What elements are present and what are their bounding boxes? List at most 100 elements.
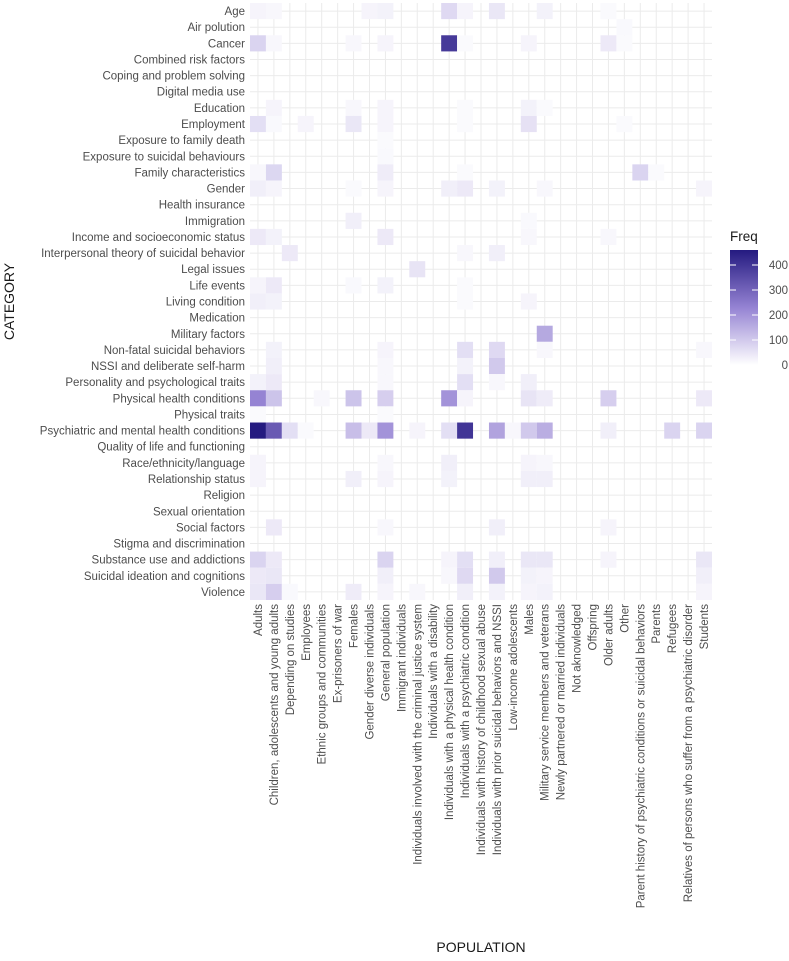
y-tick-air-polution: Air polution — [187, 22, 245, 34]
heatmap-cell — [265, 422, 282, 439]
y-tick-relationship-status: Relationship status — [148, 474, 245, 486]
heatmap-cell — [520, 35, 537, 52]
heatmap-cell — [345, 470, 362, 488]
heatmap-cell — [377, 3, 394, 20]
x-tick-other: Other — [619, 604, 631, 633]
heatmap-cell — [536, 341, 553, 358]
heatmap-cell — [377, 374, 394, 391]
x-axis-tick-labels: Adults Children, adolescents and young ad… — [253, 604, 711, 909]
heatmap-cell — [696, 583, 712, 600]
heatmap-cell — [265, 115, 282, 133]
y-tick-military-factors: Military factors — [171, 329, 245, 341]
x-tick-immigrant-individuals: Immigrant individuals — [396, 604, 408, 712]
heatmap-cell — [520, 422, 537, 439]
heatmap-cell — [520, 212, 537, 229]
y-tick-income-and-socioeconomic-status: Income and socioeconomic status — [72, 232, 245, 244]
heatmap-cell — [600, 422, 617, 439]
heatmap-cell — [345, 35, 362, 52]
heatmap-cell — [600, 390, 617, 407]
heatmap-cell — [441, 422, 458, 439]
heatmap-cell — [265, 228, 282, 246]
y-tick-life-events: Life events — [189, 280, 245, 292]
x-tick-general-population: General population — [380, 604, 392, 701]
heatmap-cell — [377, 277, 394, 294]
heatmap-cell — [632, 164, 649, 181]
y-tick-employment: Employment — [181, 119, 246, 131]
legend-tick-label: 0 — [782, 360, 788, 372]
heatmap-cell — [600, 519, 617, 536]
x-tick-employees: Employees — [301, 604, 313, 661]
heatmap-cell — [345, 390, 362, 407]
heatmap-cell — [250, 35, 266, 52]
heatmap-cell — [696, 422, 712, 439]
heatmap-cell — [520, 228, 537, 246]
heatmap-cell — [265, 583, 282, 600]
heatmap-cell — [345, 422, 362, 439]
heatmap-cell — [457, 99, 474, 116]
y-tick-interpersonal-theory-of-suicidal-behavior: Interpersonal theory of suicidal behavio… — [41, 248, 245, 260]
heatmap-cell — [250, 293, 266, 310]
legend-ticks: 0 100 200 300 400 — [730, 260, 788, 372]
heatmap-cell — [265, 293, 282, 310]
heatmap-cell — [377, 180, 394, 197]
heatmap-cell — [536, 99, 553, 116]
heatmap-cell — [265, 277, 282, 294]
heatmap-cell — [648, 164, 665, 181]
heatmap-cell — [536, 422, 553, 439]
y-tick-violence: Violence — [201, 587, 245, 599]
heatmap-cell — [457, 164, 474, 181]
heatmap-cells — [250, 3, 712, 600]
x-tick-females: Females — [349, 604, 361, 648]
heatmap-cell — [377, 341, 394, 358]
heatmap-cell — [377, 390, 394, 407]
heatmap-cell — [377, 454, 394, 471]
legend-tick-label: 300 — [769, 285, 788, 297]
heatmap-cell — [488, 341, 505, 358]
y-tick-stigma-and-discrimination: Stigma and discrimination — [113, 539, 245, 551]
heatmap-cell — [488, 180, 505, 197]
x-tick-depending-on-studies: Depending on studies — [285, 604, 297, 715]
heatmap-cell — [520, 390, 537, 407]
heatmap-cell — [488, 583, 505, 600]
legend-tick-label: 400 — [769, 260, 788, 272]
heatmap-cell — [457, 293, 474, 310]
heatmap-cell — [696, 390, 712, 407]
heatmap-cell — [377, 470, 394, 488]
y-tick-legal-issues: Legal issues — [181, 264, 245, 276]
heatmap-cell — [265, 164, 282, 181]
heatmap-cell — [265, 180, 282, 197]
heatmap-cell — [457, 551, 474, 568]
heatmap-cell — [488, 567, 505, 584]
heatmap-cell — [457, 180, 474, 197]
x-tick-offspring: Offspring — [588, 604, 600, 650]
y-tick-age: Age — [225, 6, 245, 18]
heatmap-cell — [457, 583, 474, 600]
heatmap-cell — [250, 277, 266, 294]
y-tick-sexual-orientation: Sexual orientation — [153, 506, 245, 518]
y-tick-nssi-and-deliberate-self-harm: NSSI and deliberate self-harm — [91, 361, 245, 373]
y-tick-substance-use-and-addictions: Substance use and addictions — [92, 555, 246, 567]
heatmap-cell — [377, 132, 394, 149]
heatmap-cell — [377, 406, 394, 423]
heatmap-cell — [250, 390, 266, 407]
heatmap-cell — [457, 245, 474, 262]
y-tick-cancer: Cancer — [208, 38, 245, 50]
legend-color-bar — [730, 250, 758, 365]
heatmap-cell — [250, 470, 266, 488]
heatmap-cell — [696, 341, 712, 358]
heatmap-cell — [377, 35, 394, 52]
heatmap-cell — [250, 551, 266, 568]
x-tick-individuals-with-prior-suicidal-behaviors-and-nssi: Individuals with prior suicidal behavior… — [492, 604, 504, 855]
x-tick-military-service-members-and-veterans: Military service members and veterans — [540, 604, 552, 801]
heatmap-cell — [600, 551, 617, 568]
y-tick-combined-risk-factors: Combined risk factors — [134, 54, 245, 66]
y-tick-medication: Medication — [189, 313, 245, 325]
heatmap-cell — [265, 551, 282, 568]
heatmap-cell — [457, 115, 474, 133]
heatmap-cell — [457, 422, 474, 439]
heatmap-cell — [281, 422, 298, 439]
heatmap-cell — [441, 3, 458, 20]
heatmap-cell — [457, 277, 474, 294]
